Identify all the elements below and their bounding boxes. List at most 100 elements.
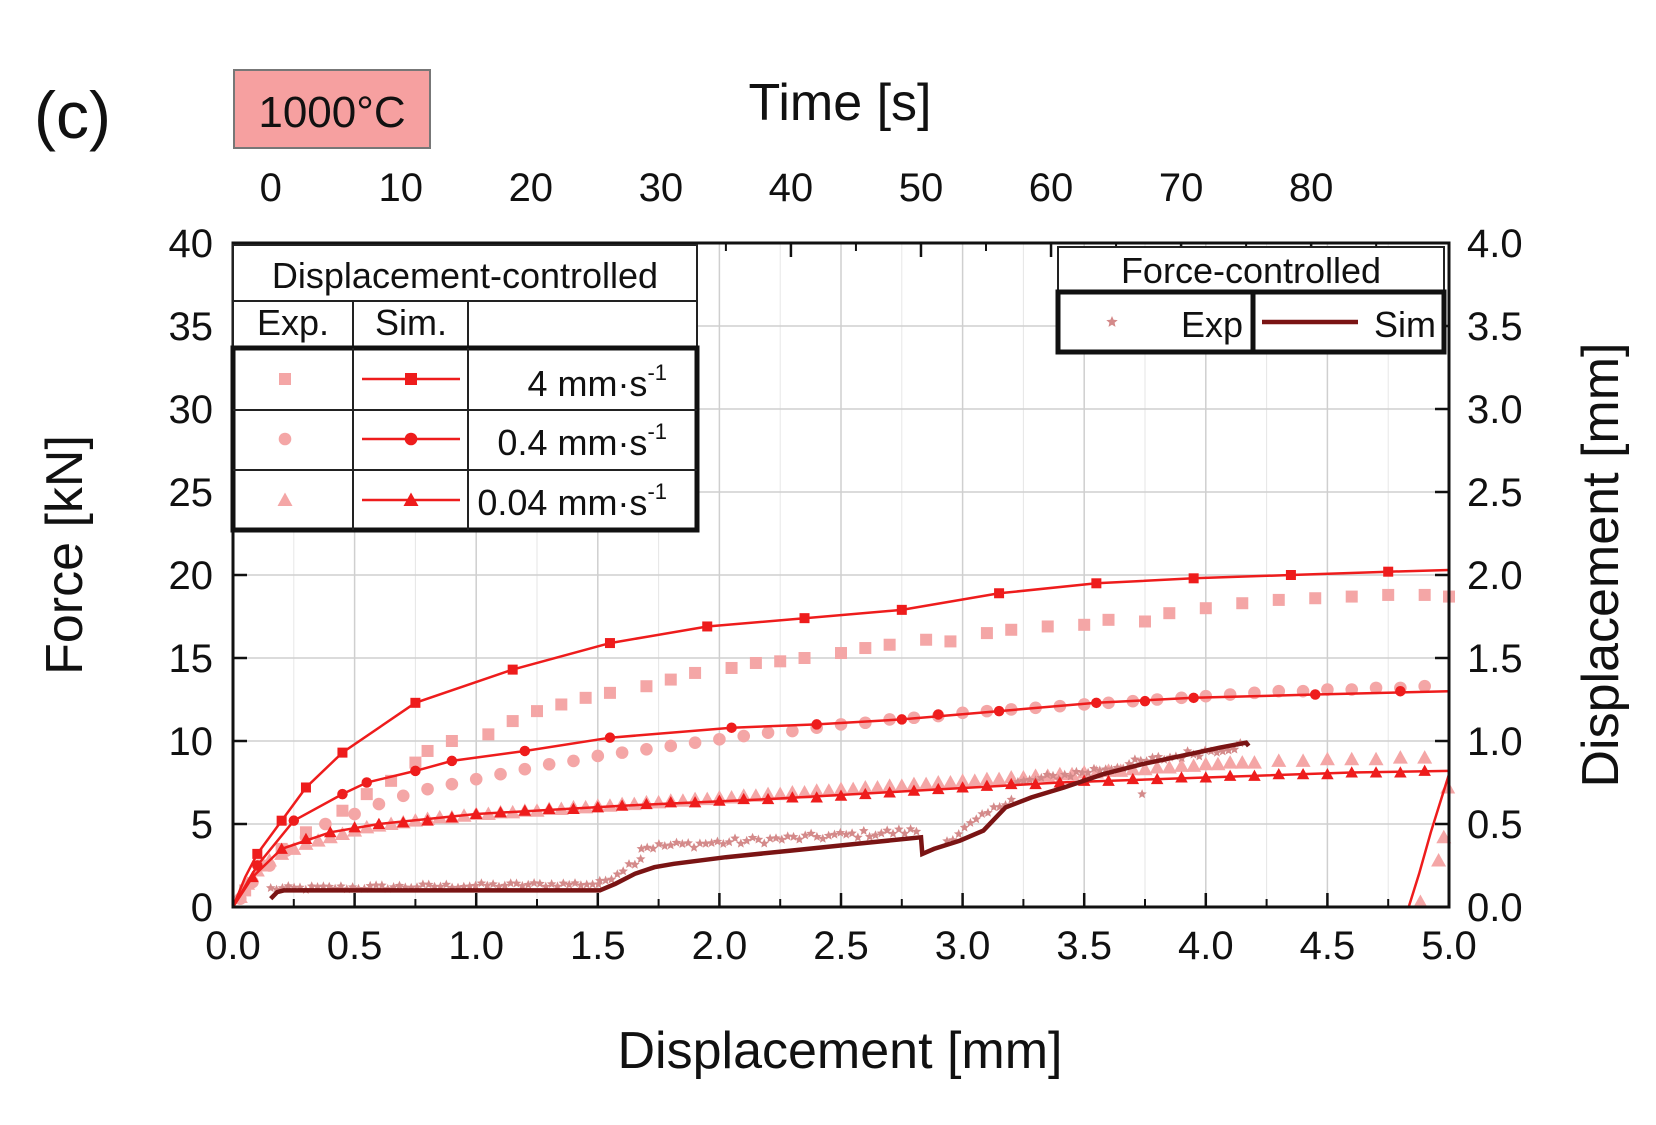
x2-tick-label: 40 [769, 166, 814, 210]
exp-force-reload-point [1431, 853, 1447, 867]
exp-point [1199, 602, 1212, 615]
exp-point [857, 779, 873, 794]
sim-point [1383, 566, 1394, 577]
legend-exp-marker [277, 492, 293, 506]
exp-force-point [371, 880, 381, 890]
exp-force-point [587, 879, 598, 889]
sim-point [1091, 697, 1102, 709]
x-tick-label: 1.0 [448, 924, 504, 968]
exp-force-point [800, 830, 810, 840]
sim-point [1418, 764, 1431, 776]
y2-tick-label: 0.5 [1467, 803, 1523, 847]
exp-force-point [1065, 771, 1076, 781]
exp-point [835, 647, 847, 660]
legend-exp-marker [278, 432, 292, 446]
exp-point [798, 652, 811, 664]
exp-force-point [1212, 747, 1222, 757]
sim-point [1188, 573, 1199, 584]
exp-force-point [888, 828, 898, 838]
exp-force-point [570, 878, 580, 888]
sim-point [956, 781, 969, 793]
y2-tick-label: 4.0 [1467, 222, 1523, 266]
exp-point [1139, 615, 1151, 628]
exp-force-point [1083, 767, 1093, 777]
exp-force-point [464, 881, 475, 891]
legend-force: Force-controlled Exp Sim [1055, 246, 1447, 355]
exp-force-reload-point [1412, 894, 1428, 909]
sim-point [786, 791, 799, 803]
x2-axis-title: Time [s] [749, 74, 932, 132]
exp-point [930, 775, 946, 789]
y-tick-label: 25 [169, 471, 214, 515]
legend-force-sim-cell [1250, 289, 1447, 355]
sim-point [410, 765, 421, 777]
sim-point [567, 802, 580, 815]
x-tick-label: 3.0 [935, 924, 991, 968]
exp-force-point [612, 869, 623, 879]
exp-force-point [765, 833, 775, 843]
y2-tick-label: 1.0 [1467, 720, 1523, 764]
sim-point [737, 792, 750, 805]
sim-point [275, 842, 288, 854]
exp-force-point [959, 822, 970, 832]
sim-point [1345, 766, 1358, 778]
exp-point [713, 733, 726, 746]
exp-force-point [595, 875, 605, 885]
exp-force-point [777, 834, 787, 844]
x-axis-title: Displacement [mm] [618, 1022, 1063, 1080]
sim-point [1004, 777, 1018, 790]
exp-force-point [266, 883, 276, 892]
exp-force-point [876, 828, 887, 838]
exp-point [980, 627, 993, 640]
x2-tick-label: 70 [1159, 166, 1204, 210]
exp-point [1382, 588, 1395, 601]
exp-force-point [482, 880, 492, 890]
exp-point [942, 775, 958, 789]
sim-point [664, 796, 678, 808]
exp-force-point [977, 809, 987, 818]
exp-force-point [794, 834, 805, 844]
exp-force-point [812, 831, 822, 841]
exp-point [1272, 593, 1285, 606]
exp-point [869, 779, 885, 794]
sim-point [324, 826, 337, 838]
exp-point [1236, 597, 1249, 610]
exp-force-point [624, 859, 634, 868]
sim-point [1188, 692, 1199, 704]
sim-point [811, 719, 822, 730]
exp-point [797, 784, 813, 799]
exp-point [1344, 751, 1360, 766]
exp-force-point [835, 827, 846, 837]
y2-tick-label: 0.0 [1467, 886, 1523, 930]
y-tick-label: 20 [169, 554, 214, 598]
exp-force-point [517, 880, 528, 890]
sim-point [907, 784, 921, 796]
sim-point [713, 794, 726, 806]
exp-point [542, 757, 556, 771]
sim-point [372, 817, 386, 829]
sim-point [604, 638, 615, 649]
exp-force-point [1048, 770, 1058, 780]
exp-point [1417, 750, 1433, 764]
exp-point [555, 698, 568, 711]
y-tick-label: 10 [169, 720, 214, 764]
sim-point [1395, 685, 1406, 697]
exp-point [1271, 753, 1287, 767]
sim-point [299, 832, 313, 844]
sim-point [726, 722, 737, 733]
exp-force-point [864, 831, 875, 841]
exp-force-point [665, 840, 676, 850]
sim-point [348, 821, 361, 833]
exp-point [944, 635, 957, 648]
sim-point [688, 796, 702, 808]
exp-point [334, 826, 350, 840]
exp-point [348, 807, 361, 821]
sim-point [300, 782, 311, 793]
exp-force-point [418, 879, 428, 889]
legend-displacement: Displacement-controlled Exp. Sim. 4 mm·s… [230, 244, 700, 533]
exp-point [360, 788, 373, 801]
exp-force-point [1071, 766, 1082, 776]
sim-point [810, 791, 823, 803]
sim-point [834, 789, 848, 801]
